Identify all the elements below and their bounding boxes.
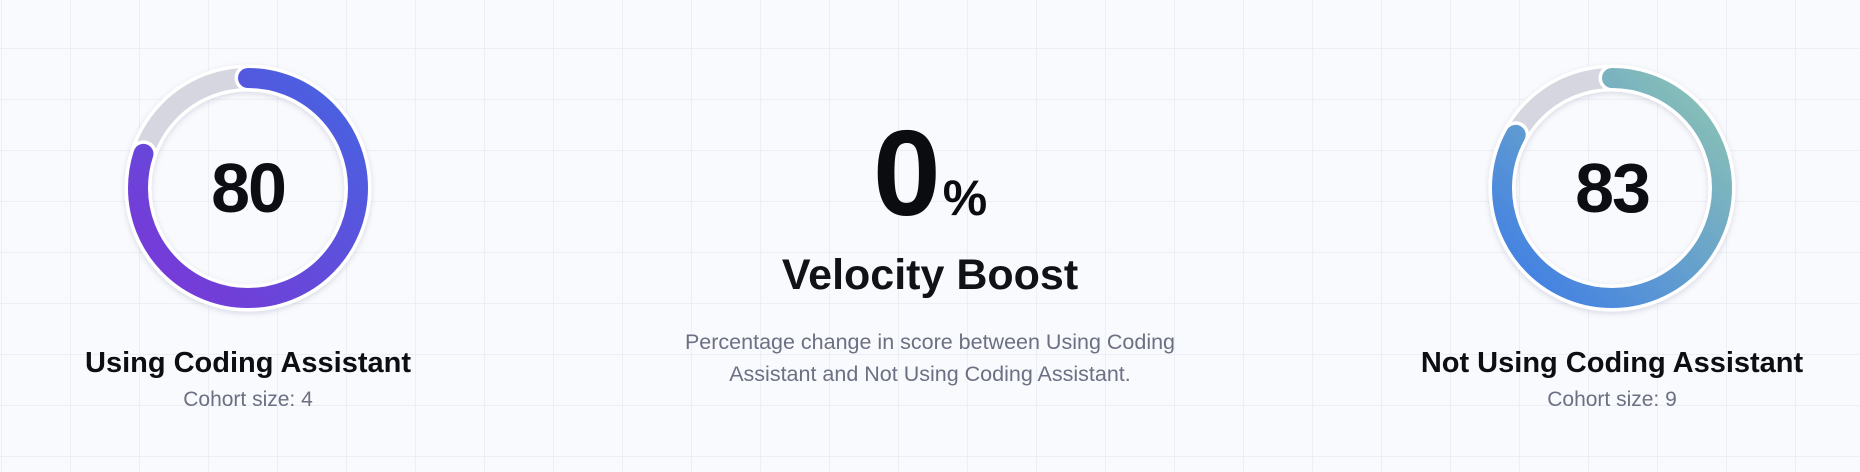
boost-title: Velocity Boost <box>781 251 1079 299</box>
gauge-label: Using Coding Assistant <box>85 347 411 379</box>
gauge-score-value: 80 <box>211 149 287 227</box>
boost-number: 0 % <box>873 112 987 234</box>
gauge-cohort-size: Cohort size: 4 <box>183 387 313 411</box>
gauge-using-assistant: 80 <box>123 63 373 313</box>
gauge-score-value: 83 <box>1575 149 1651 227</box>
gauge-ring-using-assistant <box>124 64 372 312</box>
boost-percent-sign: % <box>942 170 988 226</box>
boost-description: Percentage change in score between Using… <box>684 329 1176 386</box>
gauge-card-not-using-assistant: 83 Not Using Coding Assistant Cohort siz… <box>1364 0 1860 472</box>
gauge-card-using-assistant: 80 Using Coding Assistant Cohort size: 4 <box>0 0 496 472</box>
gauge-ring-not-using-assistant <box>1488 64 1736 312</box>
boost-value: 0 <box>872 105 941 241</box>
gauge-not-using-assistant: 83 <box>1487 63 1737 313</box>
velocity-boost-kpi: 0 % Velocity Boost Percentage change in … <box>496 0 1364 472</box>
gauge-label: Not Using Coding Assistant <box>1420 347 1804 379</box>
gauge-cohort-size: Cohort size: 9 <box>1547 387 1677 411</box>
